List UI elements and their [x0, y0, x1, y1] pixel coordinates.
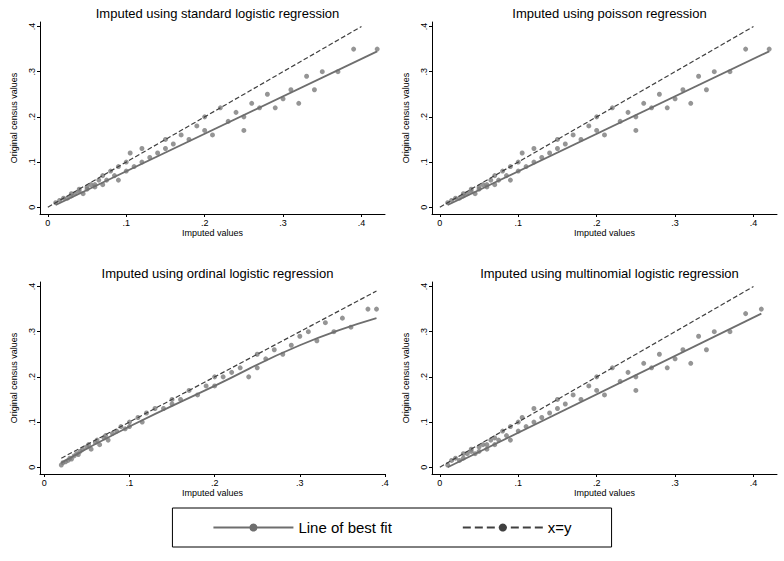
svg-text:Imputed using ordinal logistic: Imputed using ordinal logistic regressio…	[102, 266, 334, 281]
svg-text:0: 0	[27, 205, 37, 210]
svg-text:.1: .1	[514, 218, 522, 228]
svg-text:Imputed using standard logisti: Imputed using standard logistic regressi…	[96, 6, 340, 21]
svg-text:0: 0	[437, 478, 442, 488]
svg-text:Imputed values: Imputed values	[182, 228, 244, 238]
svg-text:.1: .1	[419, 158, 429, 166]
svg-text:.1: .1	[126, 478, 134, 488]
svg-text:.1: .1	[27, 418, 37, 426]
svg-text:.4: .4	[750, 478, 758, 488]
svg-text:Imputed using multinomial logi: Imputed using multinomial logistic regre…	[480, 266, 739, 281]
svg-text:.3: .3	[419, 328, 429, 336]
svg-text:.2: .2	[201, 218, 209, 228]
svg-text:.4: .4	[381, 478, 389, 488]
svg-text:.2: .2	[27, 113, 37, 121]
svg-text:0: 0	[27, 465, 37, 470]
svg-text:Imputed values: Imputed values	[574, 488, 636, 498]
svg-text:.2: .2	[419, 113, 429, 121]
svg-text:Imputed values: Imputed values	[574, 228, 636, 238]
svg-text:Imputed using poisson regressi: Imputed using poisson regression	[512, 6, 706, 21]
svg-text:.1: .1	[122, 218, 130, 228]
svg-text:0: 0	[42, 478, 47, 488]
svg-text:.3: .3	[671, 218, 679, 228]
svg-text:Original census values: Original census values	[401, 332, 411, 423]
svg-text:.3: .3	[279, 218, 287, 228]
svg-text:Line of best fit: Line of best fit	[298, 519, 392, 536]
svg-text:.1: .1	[419, 418, 429, 426]
svg-text:Original census values: Original census values	[401, 72, 411, 163]
svg-text:x=y: x=y	[548, 519, 572, 536]
svg-text:.3: .3	[27, 68, 37, 76]
svg-text:Imputed values: Imputed values	[182, 488, 244, 498]
svg-text:.4: .4	[27, 23, 37, 31]
svg-text:.4: .4	[419, 23, 429, 31]
svg-text:.3: .3	[419, 68, 429, 76]
svg-text:.4: .4	[750, 218, 758, 228]
svg-text:0: 0	[419, 465, 429, 470]
svg-text:Original census values: Original census values	[9, 72, 19, 163]
svg-text:.2: .2	[419, 373, 429, 381]
svg-text:.2: .2	[27, 373, 37, 381]
svg-text:.2: .2	[211, 478, 219, 488]
svg-text:.2: .2	[593, 478, 601, 488]
svg-text:.3: .3	[296, 478, 304, 488]
svg-text:.4: .4	[358, 218, 366, 228]
svg-text:.3: .3	[27, 328, 37, 336]
svg-text:0: 0	[45, 218, 50, 228]
svg-text:.1: .1	[27, 158, 37, 166]
svg-text:0: 0	[419, 205, 429, 210]
svg-text:.4: .4	[27, 283, 37, 291]
svg-text:.2: .2	[593, 218, 601, 228]
svg-text:0: 0	[437, 218, 442, 228]
svg-text:Original census values: Original census values	[9, 332, 19, 423]
svg-text:.3: .3	[671, 478, 679, 488]
svg-text:.1: .1	[514, 478, 522, 488]
svg-text:.4: .4	[419, 283, 429, 291]
